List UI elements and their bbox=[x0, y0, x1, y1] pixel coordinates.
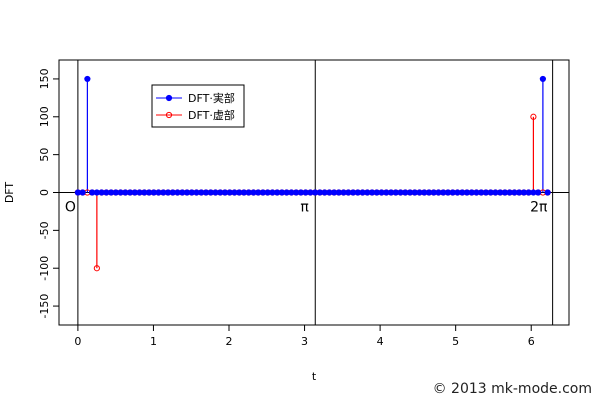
y-axis: -150 -100 -50 0 50 100 150 bbox=[38, 68, 59, 319]
legend-marker-imag bbox=[165, 111, 173, 119]
point-0-99 bbox=[544, 189, 551, 196]
legend-box bbox=[151, 84, 245, 128]
legend: DFT·実部 DFT·虚部 bbox=[151, 84, 245, 128]
x-tick-label: 5 bbox=[452, 335, 459, 348]
x-tick-label: 2 bbox=[226, 335, 233, 348]
y-tick-label: 150 bbox=[38, 68, 51, 89]
data-points bbox=[74, 75, 551, 272]
y-tick-label: 50 bbox=[38, 148, 51, 162]
x-tick-label: 1 bbox=[150, 335, 157, 348]
legend-label-imag: DFT·虚部 bbox=[188, 108, 235, 122]
copyright-text: © 2013 mk-mode.com bbox=[433, 381, 592, 397]
stems bbox=[86, 78, 544, 269]
point-0-2 bbox=[84, 75, 91, 83]
point-1-4 bbox=[93, 265, 100, 272]
legend-marker-real bbox=[165, 94, 173, 102]
point-1-96 bbox=[530, 113, 537, 120]
x-tick-label: 0 bbox=[74, 335, 81, 348]
x-axis: 0 1 2 3 4 5 6 bbox=[74, 325, 535, 348]
x-tick-label: 4 bbox=[377, 335, 384, 348]
y-tick-label: -100 bbox=[38, 256, 51, 281]
legend-label-real: DFT·実部 bbox=[188, 91, 235, 105]
point-0-98 bbox=[539, 75, 546, 83]
y-tick-label: 0 bbox=[38, 189, 51, 196]
x-tick-label: 3 bbox=[301, 335, 308, 348]
annotation: π bbox=[300, 199, 309, 215]
y-tick-label: 100 bbox=[38, 106, 51, 127]
y-axis-label: DFT bbox=[3, 182, 16, 204]
annotation: O bbox=[65, 199, 76, 215]
point-0-97 bbox=[535, 189, 542, 196]
point-0-1 bbox=[79, 189, 86, 196]
x-axis-label: t bbox=[312, 370, 317, 383]
y-tick-label: -150 bbox=[38, 294, 51, 319]
y-tick-label: -50 bbox=[38, 221, 51, 239]
annotation: 2π bbox=[530, 199, 548, 215]
x-tick-label: 6 bbox=[528, 335, 535, 348]
